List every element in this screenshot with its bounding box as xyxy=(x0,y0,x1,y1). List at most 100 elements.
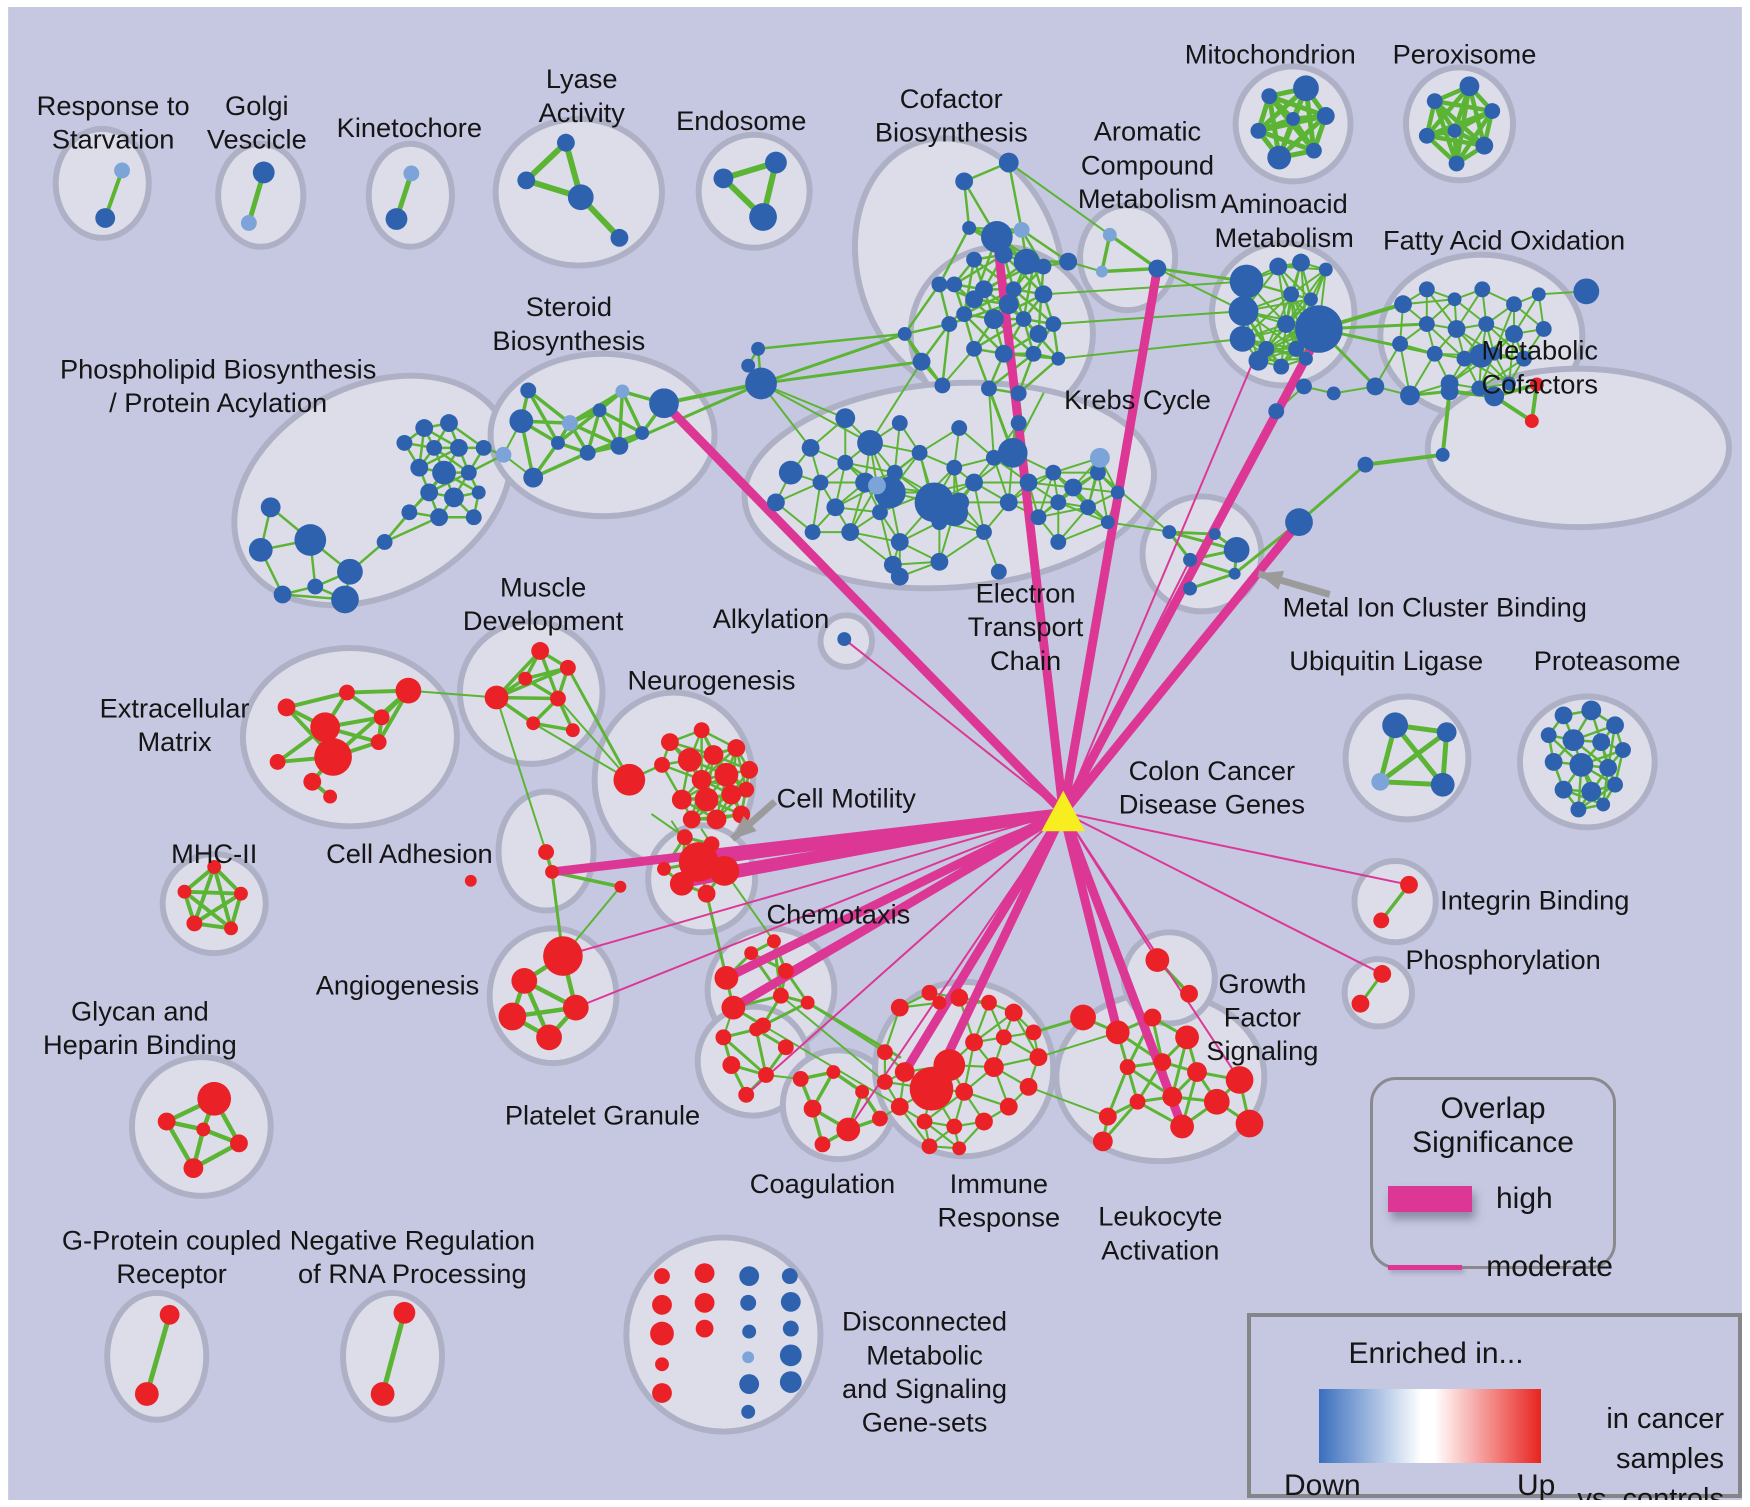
gene-set-node xyxy=(1170,1114,1195,1139)
gene-set-node xyxy=(1105,1020,1130,1045)
gene-set-node xyxy=(1004,1003,1023,1022)
cluster-label-cell-motility: Cell Motility xyxy=(777,782,917,813)
gene-set-node xyxy=(559,659,576,676)
cluster-ellipse-ubiquitin-ligase xyxy=(1342,693,1472,823)
gene-set-node xyxy=(1540,727,1557,744)
cluster-label-steroid-biosynthesis: Steroid Biosynthesis xyxy=(492,291,645,356)
gene-set-node xyxy=(1592,733,1611,752)
cluster-label-metal-ion-cluster-binding: Metal Ion Cluster Binding xyxy=(1283,591,1587,622)
gene-set-node xyxy=(1554,706,1573,725)
gene-set-node xyxy=(1447,123,1462,138)
gene-set-node xyxy=(693,722,710,739)
gene-set-node xyxy=(1515,350,1532,367)
gene-set-node xyxy=(777,963,794,979)
high-significance-label: high xyxy=(1496,1182,1553,1215)
gene-set-edge xyxy=(1377,729,1450,785)
gene-set-edge xyxy=(1432,98,1495,114)
gene-set-node xyxy=(430,508,449,527)
gene-set-node xyxy=(1562,729,1585,752)
cluster-label-angiogenesis: Angiogenesis xyxy=(316,970,480,1001)
gene-set-node xyxy=(1010,415,1027,432)
gene-set-node xyxy=(610,436,629,455)
gene-set-node xyxy=(157,1112,176,1131)
cluster-label-ubiquitin-ligase: Ubiquitin Ligase xyxy=(1289,645,1483,676)
gene-set-node xyxy=(803,1099,822,1118)
gene-set-node xyxy=(294,524,327,556)
bridge-edge xyxy=(779,994,886,1083)
gene-set-node xyxy=(475,439,492,456)
gene-set-node xyxy=(1448,155,1465,172)
cluster-label-cofactor-biosynthesis: Cofactor Biosynthesis xyxy=(875,83,1028,148)
gene-set-node xyxy=(1373,965,1392,983)
cluster-label-growth-factor-signaling: Growth Factor Signaling xyxy=(1206,968,1318,1066)
gene-set-node xyxy=(890,533,909,551)
gene-set-node xyxy=(955,1082,974,1101)
gene-set-node xyxy=(1162,525,1177,540)
gene-set-node xyxy=(758,1067,774,1083)
gene-set-edge xyxy=(494,666,570,700)
enrichment-note-line1: in cancer xyxy=(1606,1403,1724,1435)
cluster-label-proteasome: Proteasome xyxy=(1534,645,1681,676)
gene-set-node xyxy=(615,384,630,399)
bridge-edge xyxy=(1106,521,1174,534)
gene-set-edge xyxy=(284,690,349,710)
gene-set-node xyxy=(697,884,716,903)
gene-set-edge xyxy=(1017,357,1060,395)
cluster-label-lyase-activity: Lyase Activity xyxy=(539,63,626,128)
cluster-label-disconnected-gene-sets: Disconnected Metabolic and Signaling Gene-s… xyxy=(842,1306,1007,1438)
gene-set-edge xyxy=(1037,506,1089,519)
gene-set-node xyxy=(1029,1048,1048,1067)
gene-set-node xyxy=(837,632,852,647)
gene-set-node xyxy=(545,864,559,879)
bridge-edge xyxy=(1042,280,1248,296)
gene-set-node xyxy=(1288,340,1304,357)
gene-set-node xyxy=(721,995,746,1020)
bridge-edge xyxy=(495,696,548,854)
gene-set-edge xyxy=(938,226,971,286)
gene-set-node xyxy=(1025,256,1042,273)
gene-set-node xyxy=(1524,414,1539,429)
gene-set-node xyxy=(531,642,550,660)
gene-set-node xyxy=(561,415,578,432)
gene-set-node xyxy=(654,1268,670,1285)
gene-set-node xyxy=(883,555,902,574)
gene-set-node xyxy=(779,1344,802,1367)
gene-set-node xyxy=(655,1357,669,1372)
gene-set-node xyxy=(778,460,803,485)
gene-set-node xyxy=(1119,1059,1136,1075)
gene-set-node xyxy=(1098,1107,1117,1126)
cluster-label-response-to-starvation: Response to Starvation xyxy=(37,90,190,155)
gene-set-node xyxy=(738,1086,755,1103)
gene-set-node xyxy=(196,1122,211,1137)
gene-set-node xyxy=(999,493,1018,512)
bridge-edge xyxy=(987,387,995,459)
gene-set-node xyxy=(826,498,845,517)
bridge-edge xyxy=(1297,463,1367,524)
gene-set-node xyxy=(197,1081,232,1116)
gene-set-edge xyxy=(1440,389,1452,457)
gene-set-edge xyxy=(1057,521,1109,543)
gene-set-edge xyxy=(756,332,906,351)
gene-set-node xyxy=(1484,103,1501,119)
gene-set-node xyxy=(740,1294,757,1311)
cluster-label-neurogenesis: Neurogenesis xyxy=(628,665,796,696)
gene-set-edge xyxy=(761,1001,810,1027)
gene-set-node xyxy=(186,915,203,932)
gene-set-edge xyxy=(1478,357,1525,390)
gene-set-node xyxy=(727,739,746,757)
cluster-ellipse-extracellular-matrix xyxy=(239,645,460,830)
gene-set-node xyxy=(934,377,951,394)
gene-set-edge xyxy=(1454,108,1495,166)
gene-set-node xyxy=(426,439,443,456)
gene-set-node xyxy=(444,487,464,508)
gene-set-node xyxy=(1110,485,1125,500)
gene-set-node xyxy=(801,438,820,457)
gene-set-node xyxy=(543,936,583,976)
gene-set-node xyxy=(613,763,646,796)
gene-set-node xyxy=(314,738,352,776)
gene-set-node xyxy=(1030,509,1047,526)
gene-set-node xyxy=(523,467,544,488)
gene-set-edge xyxy=(1020,228,1070,263)
gene-set-node xyxy=(1175,1025,1199,1050)
gene-set-node xyxy=(449,438,468,457)
